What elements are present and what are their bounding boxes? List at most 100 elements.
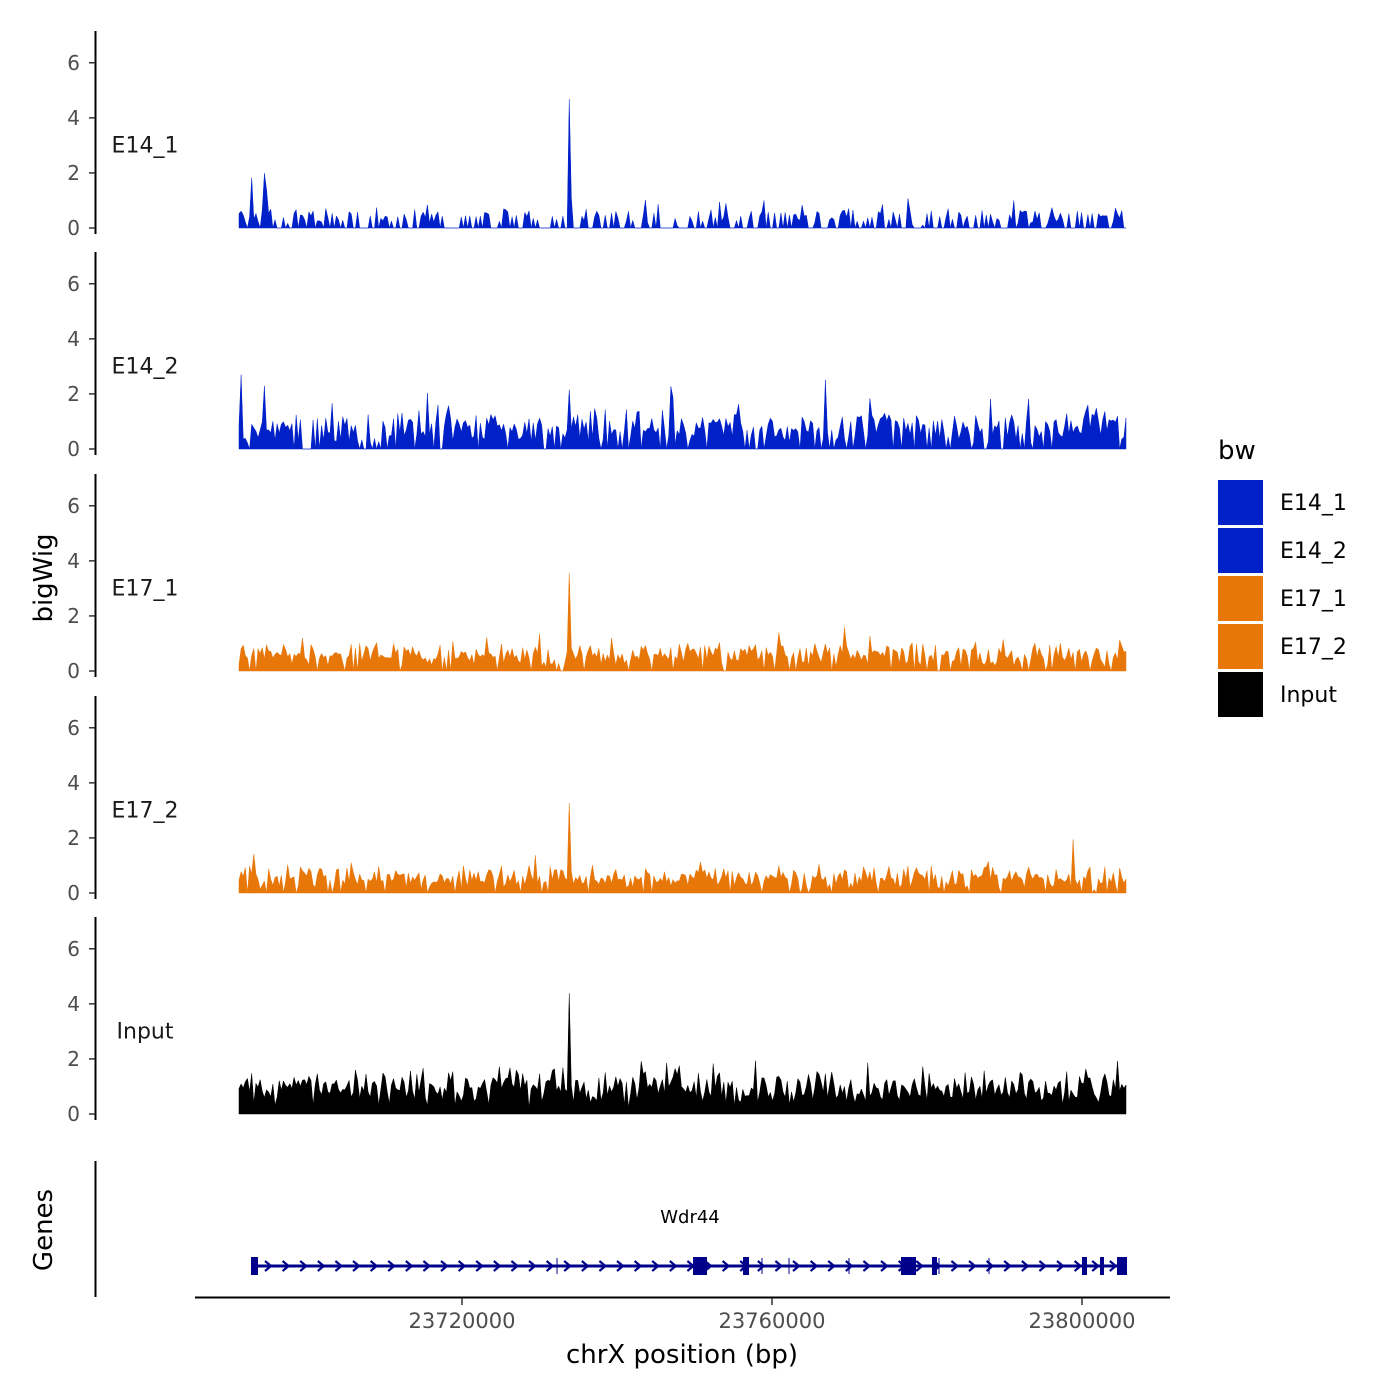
y-axis-title: bigWig xyxy=(29,533,59,622)
strand-arrow xyxy=(827,1260,836,1272)
genes-panel-title: Genes xyxy=(29,1189,59,1271)
strand-arrow xyxy=(721,1260,731,1272)
legend-label: E17_2 xyxy=(1280,635,1347,660)
strand-arrow xyxy=(510,1260,520,1272)
x-tick-label: 23720000 xyxy=(409,1309,516,1333)
strand-arrow xyxy=(457,1260,467,1272)
x-axis-title: chrX position (bp) xyxy=(566,1340,798,1370)
y-tick-label: 0 xyxy=(67,437,80,461)
y-tick-label: 2 xyxy=(67,161,80,185)
strand-arrow xyxy=(669,1260,678,1272)
gene-wdr44: Wdr44 xyxy=(251,1207,1127,1275)
strand-arrow xyxy=(968,1260,977,1272)
strand-arrow xyxy=(563,1260,572,1272)
track-e17-2: 0 2 4 6 E17_2 xyxy=(67,696,1127,905)
legend-label: Input xyxy=(1280,683,1337,708)
signal-area xyxy=(238,99,1126,229)
strand-arrow xyxy=(581,1260,590,1272)
y-tick-label: 6 xyxy=(67,716,80,740)
track-e14-2: 0 2 4 6 E14_2 xyxy=(67,252,1127,461)
signal-area xyxy=(238,374,1127,450)
y-tick-label: 6 xyxy=(67,51,80,75)
x-tick-label: 23760000 xyxy=(719,1309,826,1333)
exon xyxy=(1117,1257,1127,1275)
legend-title: bw xyxy=(1218,436,1256,466)
genes-panel: Wdr44 xyxy=(94,1161,1127,1297)
y-tick-label: 0 xyxy=(67,1102,80,1126)
strand-arrow xyxy=(475,1260,484,1272)
signal-area xyxy=(238,572,1127,672)
strand-arrow xyxy=(950,1260,960,1272)
legend: bw E14_1 E14_2 E17_1 E17_2 Input xyxy=(1218,436,1347,717)
strand-arrow xyxy=(369,1260,379,1272)
y-tick-label: 0 xyxy=(67,216,80,240)
gene-name-label: Wdr44 xyxy=(660,1207,720,1228)
strand-arrow xyxy=(352,1260,361,1272)
y-tick-label: 2 xyxy=(67,1047,80,1071)
x-tick-label: 23800000 xyxy=(1029,1309,1136,1333)
y-tick-label: 4 xyxy=(67,992,80,1016)
strand-arrow xyxy=(264,1260,273,1272)
strand-arrow xyxy=(1038,1260,1048,1272)
strand-arrow xyxy=(845,1260,854,1272)
legend-label: E14_2 xyxy=(1280,539,1347,564)
legend-label: E14_1 xyxy=(1280,491,1347,516)
exon xyxy=(1082,1257,1087,1275)
y-tick-label: 6 xyxy=(67,937,80,961)
strand-arrow xyxy=(1109,1260,1118,1272)
strand-arrow xyxy=(1073,1260,1083,1272)
y-tick-label: 6 xyxy=(67,272,80,296)
y-tick-label: 4 xyxy=(67,549,80,573)
strand-arrow xyxy=(792,1260,801,1272)
strand-arrow xyxy=(651,1260,660,1272)
strand-arrow xyxy=(493,1260,502,1272)
strand-arrow xyxy=(422,1260,432,1272)
exon xyxy=(693,1257,707,1275)
track-label: E17_2 xyxy=(112,798,179,823)
legend-swatch-e17-1 xyxy=(1218,576,1263,621)
track-e14-1: 0 2 4 6 E14_1 xyxy=(67,31,1126,240)
exon xyxy=(932,1257,937,1275)
strand-arrow xyxy=(334,1260,344,1272)
strand-arrow xyxy=(1056,1260,1065,1272)
strand-arrow xyxy=(405,1260,414,1272)
strand-arrow xyxy=(387,1260,396,1272)
legend-swatch-e14-2 xyxy=(1218,528,1263,573)
strand-arrow xyxy=(880,1260,889,1272)
strand-arrow xyxy=(1021,1260,1030,1272)
strand-arrow xyxy=(317,1260,326,1272)
legend-swatch-e17-2 xyxy=(1218,624,1263,669)
strand-arrow xyxy=(1003,1260,1012,1272)
track-label: E14_2 xyxy=(112,354,179,379)
strand-arrow xyxy=(1091,1260,1100,1272)
strand-arrow xyxy=(281,1260,291,1272)
strand-arrow xyxy=(809,1260,819,1272)
signal-area xyxy=(238,993,1127,1115)
strand-arrow xyxy=(545,1260,555,1272)
y-tick-label: 4 xyxy=(67,327,80,351)
x-axis: 23720000 23760000 23800000 xyxy=(195,1296,1170,1333)
legend-swatch-e14-1 xyxy=(1218,480,1263,525)
y-tick-label: 4 xyxy=(67,106,80,130)
signal-area xyxy=(238,802,1127,894)
track-input: 0 2 4 6 Input xyxy=(67,917,1127,1126)
exon xyxy=(251,1257,258,1275)
legend-swatch-input xyxy=(1218,672,1263,717)
strand-arrow xyxy=(440,1260,449,1272)
strand-arrow xyxy=(633,1260,643,1272)
track-e17-1: 0 2 4 6 E17_1 xyxy=(67,474,1127,683)
signal-tracks: 0 2 4 6 E14_1 0 2 4 6 E14_2 0 2 4 6 E17_1 0 2 4 6 E17_2 0 2 4 6… xyxy=(67,31,1127,1126)
track-label: E14_1 xyxy=(112,133,179,158)
strand-arrow xyxy=(774,1260,784,1272)
strand-arrow xyxy=(915,1260,924,1272)
y-tick-label: 2 xyxy=(67,604,80,628)
strand-arrow xyxy=(528,1260,537,1272)
y-tick-label: 0 xyxy=(67,659,80,683)
strand-arrow xyxy=(616,1260,625,1272)
exon xyxy=(901,1257,916,1275)
track-label: Input xyxy=(117,1019,174,1044)
strand-arrow xyxy=(757,1260,766,1272)
strand-arrow xyxy=(598,1260,608,1272)
exon xyxy=(743,1257,749,1275)
